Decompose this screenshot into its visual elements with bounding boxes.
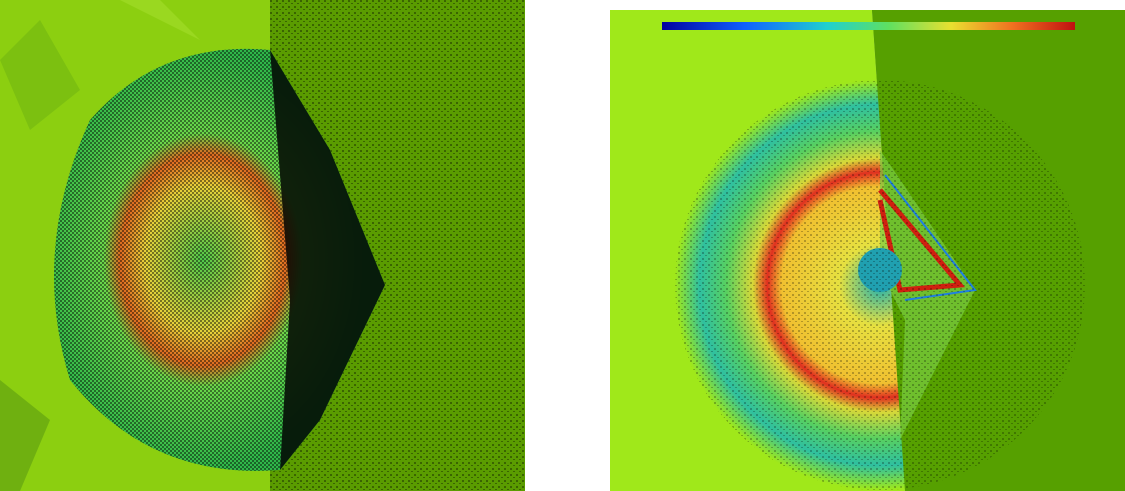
texture xyxy=(675,80,1085,490)
right-panel xyxy=(610,10,1125,491)
left-panel xyxy=(0,0,525,491)
colorbar xyxy=(662,22,1075,30)
page xyxy=(0,0,1125,491)
